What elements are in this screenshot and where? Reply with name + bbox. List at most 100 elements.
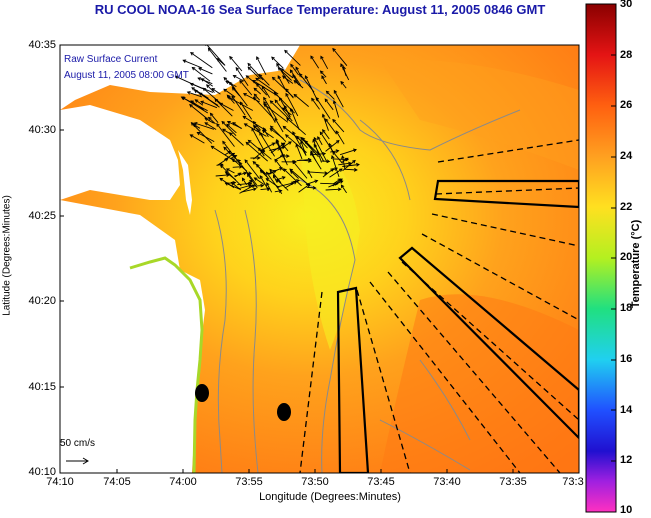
current-vector-head — [232, 74, 237, 79]
current-vector-head — [295, 143, 299, 148]
current-vector-head — [253, 177, 258, 181]
current-vector-head — [252, 125, 257, 129]
current-vector — [270, 125, 287, 143]
colorbar-tick-label: 10 — [620, 504, 633, 516]
current-vector — [200, 101, 218, 109]
current-vector-head — [219, 162, 224, 167]
current-vector-head — [347, 161, 352, 166]
current-vector — [233, 75, 245, 82]
current-vector-head — [330, 168, 335, 172]
current-vector-head — [301, 137, 306, 142]
current-vector — [274, 118, 284, 133]
current-vector — [332, 48, 348, 66]
current-vector-head — [266, 182, 270, 186]
current-vector — [260, 142, 275, 152]
current-vector — [284, 181, 297, 189]
current-vector — [259, 175, 270, 191]
current-vector-head — [226, 94, 231, 99]
current-vector-head — [237, 172, 242, 176]
current-vector — [292, 179, 300, 183]
current-vector — [222, 128, 231, 134]
current-vector — [282, 107, 292, 116]
current-vector-head — [225, 168, 230, 172]
current-vector — [326, 90, 335, 100]
current-vector-head — [231, 158, 236, 162]
current-vector-head — [293, 93, 298, 98]
current-vector-head — [263, 96, 267, 101]
current-vector — [310, 55, 320, 69]
current-vector-head — [322, 151, 327, 156]
current-vector — [269, 100, 289, 119]
current-vector-head — [261, 149, 266, 154]
figure-title: RU COOL NOAA-16 Sea Surface Temperature:… — [94, 2, 546, 17]
current-vector — [328, 143, 333, 152]
current-vector-head — [223, 76, 228, 81]
current-vector — [320, 182, 338, 185]
current-vector-head — [202, 87, 207, 92]
current-vector — [311, 98, 320, 110]
current-vector-head — [281, 145, 286, 150]
current-vector-head — [260, 183, 265, 188]
current-vector — [273, 175, 278, 183]
current-vector-head — [262, 127, 267, 131]
current-vector — [198, 67, 213, 75]
current-vector — [300, 141, 307, 156]
current-vector — [330, 167, 338, 172]
current-vector — [333, 100, 340, 118]
current-vector-head — [229, 81, 233, 86]
current-vector — [253, 125, 261, 132]
current-vector-head — [333, 89, 338, 94]
colorbar-tick-label: 18 — [620, 302, 633, 314]
current-vector — [298, 183, 310, 193]
current-vector — [256, 56, 267, 76]
current-vector-head — [255, 77, 260, 82]
current-vector — [206, 84, 215, 93]
current-vector — [246, 75, 257, 85]
current-vector — [299, 159, 312, 162]
y-tick-label: 40:25 — [28, 210, 56, 222]
current-vector — [276, 63, 290, 84]
current-vector-head — [332, 99, 337, 104]
current-vector — [192, 67, 211, 82]
current-vector-head — [265, 171, 270, 176]
current-vector — [274, 190, 282, 193]
current-vector — [341, 184, 347, 194]
current-vector — [263, 104, 289, 123]
current-vector-head — [310, 55, 314, 60]
current-vector-head — [332, 47, 336, 52]
colorbar-tick-label: 12 — [620, 454, 633, 466]
current-vector — [329, 168, 343, 178]
current-vector-head — [269, 168, 273, 173]
current-vector — [210, 113, 219, 123]
colorbar-tick-label: 24 — [620, 150, 633, 162]
current-vector-head — [193, 89, 198, 94]
current-vector-head — [289, 168, 293, 173]
land-nj — [60, 200, 205, 473]
current-vector-head — [245, 141, 250, 146]
current-vector-head — [231, 152, 236, 157]
current-vector — [332, 151, 343, 164]
current-vector-head — [226, 121, 231, 125]
current-vector-head — [281, 75, 286, 79]
current-vector — [342, 160, 356, 172]
current-vector-head — [200, 100, 205, 105]
current-vector — [277, 141, 292, 151]
current-vector — [335, 130, 345, 145]
current-vector — [239, 184, 252, 189]
current-vector-head — [190, 100, 195, 104]
current-vector-head — [272, 174, 277, 179]
current-vector-head — [274, 158, 278, 163]
current-vector-head — [174, 75, 179, 79]
current-vector-head — [222, 140, 226, 145]
x-tick-label: 73:55 — [235, 476, 263, 488]
current-vector-head — [281, 176, 286, 180]
current-vector — [320, 56, 329, 70]
current-vector-head — [335, 140, 340, 144]
current-vector — [254, 177, 265, 186]
current-vector — [194, 89, 219, 106]
current-vector — [250, 185, 264, 187]
current-vector — [191, 122, 213, 144]
scale-label: 50 cm/s — [60, 438, 96, 449]
current-vector — [263, 101, 276, 123]
